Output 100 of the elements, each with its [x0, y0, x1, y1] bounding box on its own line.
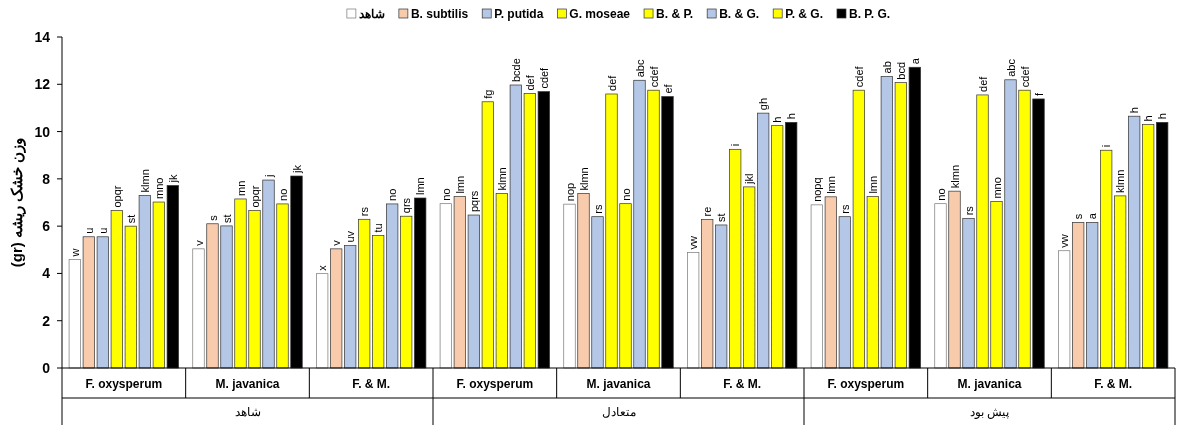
data-label: nopq: [810, 177, 823, 202]
y-tick-label: 14: [34, 29, 51, 45]
data-label: lmn: [414, 177, 427, 196]
data-label: mn: [234, 180, 247, 196]
data-label: gh: [757, 97, 770, 111]
data-label: lmn: [453, 175, 466, 194]
legend-label: B. subtilis: [410, 7, 469, 21]
data-label: ab: [880, 61, 893, 74]
data-label: v: [192, 239, 205, 246]
data-label: s: [206, 214, 219, 221]
data-label: klmn: [1114, 169, 1127, 193]
data-label: klmn: [948, 164, 961, 189]
bar: [68, 259, 81, 369]
bar: [934, 203, 947, 369]
text: پیش بود: [969, 405, 1010, 419]
data-label: j: [262, 174, 275, 179]
data-label: x: [316, 264, 329, 271]
bar: [687, 252, 700, 369]
x-tick-label: M. javanica: [957, 377, 1022, 391]
data-label: cdef: [1018, 65, 1031, 88]
text: شاهد: [234, 405, 261, 419]
data-label: klmn: [138, 169, 151, 193]
x-tick-label: F. & M.: [352, 377, 391, 391]
data-label: s: [1072, 213, 1085, 220]
data-label: lmn: [866, 175, 879, 194]
data-label: i: [729, 143, 742, 147]
data-label: a: [1086, 212, 1099, 220]
data-label: jk: [290, 164, 303, 175]
y-tick-label: 10: [34, 123, 51, 140]
data-label: h: [785, 113, 798, 120]
data-label: klmn: [495, 167, 508, 191]
data-label: mno: [152, 177, 165, 200]
data-label: no: [619, 188, 632, 201]
data-label: def: [523, 74, 536, 91]
data-label: st: [220, 214, 233, 223]
data-label: cdef: [852, 65, 865, 88]
data-label: f: [1032, 91, 1045, 96]
y-axis-title: وزن خشک ریشه (gr): [8, 137, 26, 268]
data-label: ef: [661, 83, 674, 94]
data-label: vw: [687, 235, 700, 250]
data-label: no: [386, 188, 399, 201]
data-label: jkl: [743, 173, 756, 185]
data-label: pqrs: [467, 190, 480, 213]
data-label: rs: [591, 204, 604, 214]
bar: [1058, 250, 1071, 369]
data-label: no: [276, 188, 289, 201]
data-label: rs: [358, 206, 371, 217]
data-label: jk: [166, 174, 179, 184]
data-label: u: [82, 227, 95, 234]
bar: [316, 273, 329, 369]
data-label: bcde: [509, 58, 522, 82]
data-label: abc: [1004, 58, 1017, 77]
data-label: klmn: [577, 167, 590, 191]
data-label: opqr: [110, 185, 123, 208]
data-label: re: [701, 206, 714, 217]
y-tick-label: 6: [42, 218, 51, 235]
data-label: bcd: [894, 61, 907, 80]
bar: [810, 204, 823, 369]
data-label: def: [976, 75, 989, 92]
data-label: cdef: [537, 66, 550, 89]
x-tick-label: F. oxysperum: [85, 377, 163, 391]
data-label: fg: [481, 89, 494, 99]
legend-label: B. P. G.: [848, 7, 891, 21]
y-tick-label: 4: [42, 265, 51, 282]
legend-label: P. & G.: [785, 7, 823, 21]
data-label: opqr: [248, 185, 261, 208]
legend-label: B. & P.: [656, 7, 694, 21]
data-label: qrs: [400, 197, 413, 214]
data-label: tu: [372, 223, 385, 233]
bar: [439, 203, 452, 369]
data-label: a: [908, 57, 921, 65]
legend-label: شاهد: [358, 7, 385, 21]
data-label: w: [68, 248, 81, 258]
data-label: st: [715, 213, 728, 222]
data-label: vw: [1058, 234, 1071, 248]
data-label: uv: [344, 230, 357, 243]
data-label: def: [605, 74, 618, 91]
y-tick-label: 0: [42, 360, 51, 376]
legend-label: G. moseae: [569, 7, 631, 21]
data-label: h: [1128, 107, 1141, 114]
legend-label: P. putida: [494, 7, 544, 21]
data-label: mno: [990, 177, 1003, 199]
data-label: nop: [563, 182, 576, 202]
data-label: st: [124, 214, 137, 224]
data-label: h: [1156, 113, 1169, 120]
x-tick-label: M. javanica: [215, 377, 280, 391]
data-label: rs: [962, 205, 975, 216]
x-tick-label: F. & M.: [1094, 377, 1133, 391]
data-label: lmn: [824, 176, 837, 194]
legend-label: B. & G.: [719, 7, 760, 21]
y-tick-label: 12: [34, 76, 51, 93]
x-tick-label: M. javanica: [586, 377, 651, 391]
data-label: cdef: [647, 65, 660, 88]
data-label: v: [330, 239, 343, 246]
text: متعادل: [601, 405, 636, 419]
x-tick-label: F. oxysperum: [827, 377, 905, 391]
bar: [192, 248, 205, 369]
data-label: no: [934, 188, 947, 201]
data-label: i: [1100, 144, 1113, 148]
data-label: abc: [633, 59, 646, 78]
